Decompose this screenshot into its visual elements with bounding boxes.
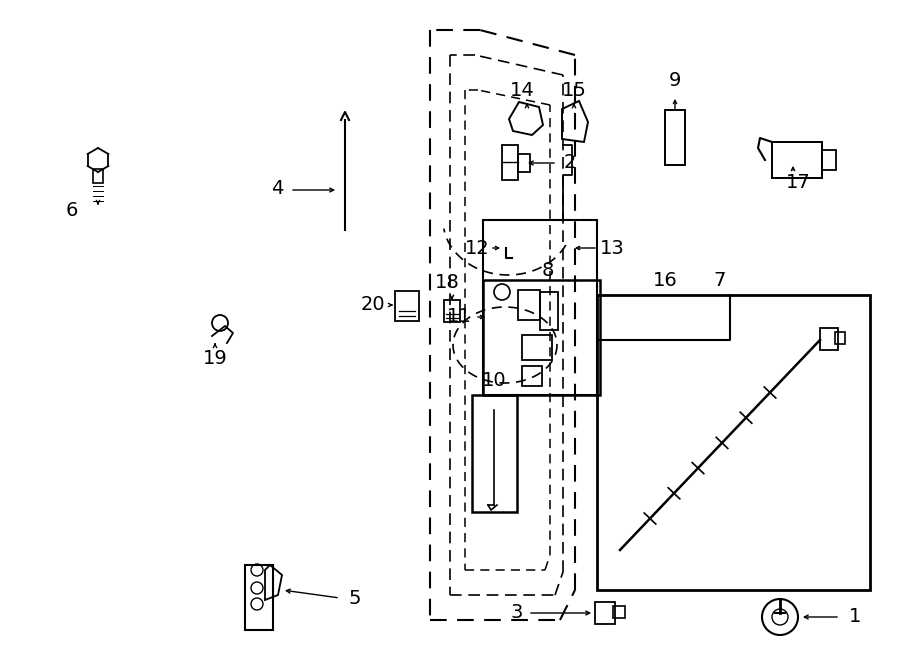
Text: 7: 7 [714,270,726,290]
Text: 6: 6 [66,200,78,219]
Text: 2: 2 [563,153,576,171]
Bar [472,395,517,512]
Bar [522,335,552,360]
Text: 5: 5 [349,588,361,607]
Text: 1: 1 [849,607,861,627]
Text: 15: 15 [562,81,587,100]
Text: 14: 14 [509,81,535,100]
Bar [483,280,600,395]
Bar [518,154,530,172]
Text: 3: 3 [511,603,523,623]
Bar [245,565,273,630]
Bar [772,142,822,178]
Bar [613,606,625,618]
Bar [822,150,836,170]
Text: 9: 9 [669,71,681,89]
Text: 8: 8 [542,260,554,280]
Text: 20: 20 [361,295,385,315]
Text: 18: 18 [435,272,459,292]
Text: 4: 4 [271,178,284,198]
Bar [665,110,685,165]
Bar [597,295,870,590]
Bar [502,145,518,180]
Text: 17: 17 [786,173,810,192]
Bar [835,332,845,344]
Text: 19: 19 [202,348,228,368]
Bar [518,290,540,320]
Bar [395,291,419,321]
Bar [595,602,615,624]
Bar [820,328,838,350]
Text: 12: 12 [464,239,490,258]
Bar [522,366,542,386]
Text: 10: 10 [482,371,507,389]
Bar [93,169,103,183]
Text: 16: 16 [652,270,678,290]
Bar [444,300,460,322]
Bar [483,220,597,395]
Text: 11: 11 [446,307,472,327]
Text: 13: 13 [599,239,625,258]
Bar [540,292,558,330]
